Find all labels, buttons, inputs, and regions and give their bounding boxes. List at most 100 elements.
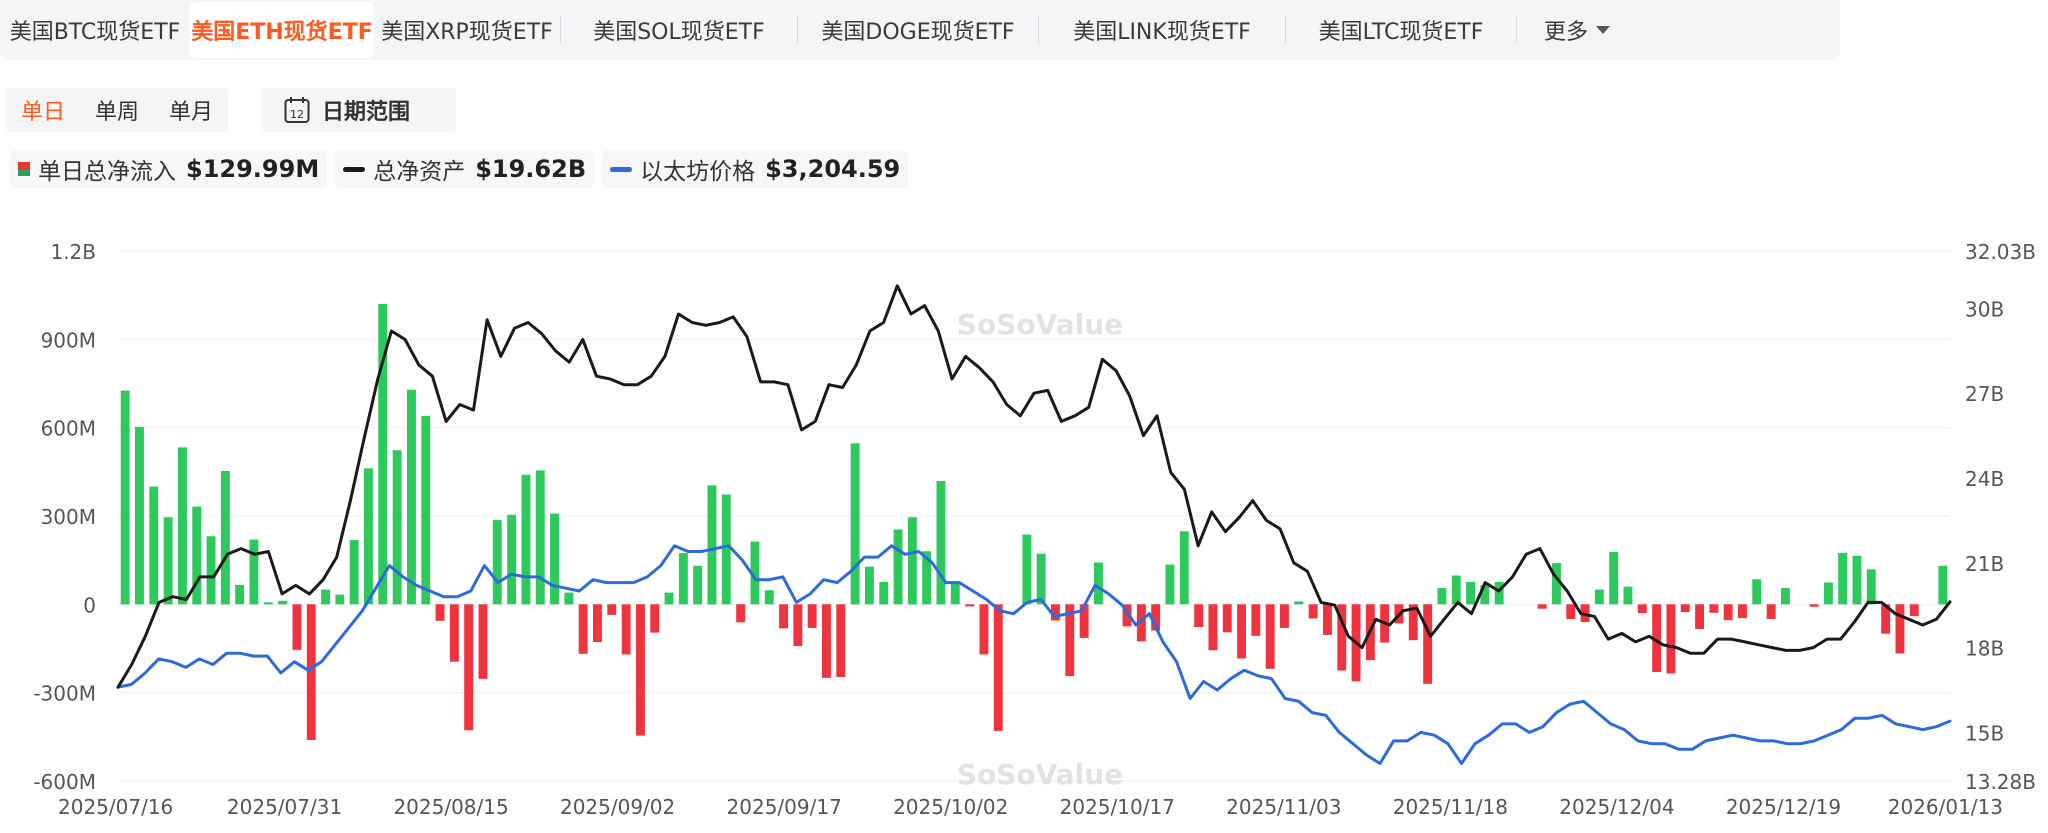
flow-bar	[1566, 604, 1576, 619]
flow-bar	[421, 415, 431, 605]
flow-bar	[1709, 604, 1719, 613]
period-weekly[interactable]: 单周	[95, 100, 140, 125]
flow-bar	[435, 604, 445, 621]
y-right-tick-label: 30B	[1965, 297, 2004, 321]
y-right-tick-label: 27B	[1965, 382, 2004, 406]
flow-bar	[1809, 604, 1819, 607]
line-legend-swatch	[343, 166, 366, 172]
flow-bar	[1065, 604, 1075, 677]
tab-sol-etf[interactable]: 美国SOL现货ETF	[593, 20, 765, 45]
y-right-tick-label: 32.03B	[1965, 240, 2036, 264]
flow-bar	[1881, 604, 1891, 634]
flow-bar	[1680, 604, 1690, 612]
flow-bar	[1480, 585, 1490, 605]
flow-bar	[135, 427, 144, 605]
flow-bar	[1637, 604, 1647, 614]
tab-btc-etf[interactable]: 美国BTC现货ETF	[9, 20, 181, 45]
flow-bar	[364, 468, 373, 605]
x-tick-label: 2025/12/19	[1726, 795, 1841, 819]
flow-bar	[1752, 579, 1762, 605]
flow-bar	[1437, 588, 1447, 605]
flow-bar	[120, 390, 130, 605]
tab-divider	[797, 16, 798, 44]
flow-bar	[1609, 551, 1619, 605]
flow-bar	[1079, 604, 1089, 638]
flow-bar	[1909, 604, 1919, 617]
flow-bar	[1036, 553, 1046, 605]
tab-divider	[1038, 16, 1039, 44]
flow-bar	[1723, 604, 1733, 621]
flow-bar	[1208, 604, 1218, 651]
flow-bar	[707, 485, 717, 605]
more-label: 更多	[1543, 20, 1588, 45]
flow-bar	[1237, 604, 1246, 659]
flow-bar	[1938, 565, 1948, 605]
period-monthly[interactable]: 单月	[169, 100, 214, 125]
flow-bar	[521, 474, 531, 605]
flow-bar	[893, 529, 903, 605]
y-right-tick-label: 15B	[1965, 721, 2004, 745]
flow-bar	[678, 553, 688, 605]
flow-bar	[636, 604, 645, 736]
flow-bar	[478, 604, 488, 679]
axis-labels: 1.2B 900M 600M 300M 0 -300M -600M 32.03B 30B 27B 2…	[33, 240, 2036, 819]
flow-bar	[621, 604, 631, 655]
legend-value: $19.62B	[475, 155, 587, 183]
flow-bar	[1022, 534, 1032, 605]
flow-bar	[335, 594, 345, 605]
flow-bar	[1194, 604, 1204, 627]
tab-doge-etf[interactable]: 美国DOGE现货ETF	[821, 20, 1015, 45]
flow-bar	[1165, 564, 1175, 605]
flow-bar	[1652, 604, 1662, 672]
flow-bar	[449, 604, 459, 662]
flow-bar	[807, 604, 817, 628]
flow-bar	[850, 443, 860, 605]
flow-bar	[1594, 589, 1604, 605]
x-tick-label: 2025/08/15	[393, 795, 508, 819]
flow-bar	[1423, 604, 1433, 684]
flow-bar	[1323, 604, 1332, 635]
flow-bar	[407, 389, 416, 605]
flow-bar	[492, 520, 502, 605]
flow-bar	[206, 536, 216, 605]
tab-eth-etf[interactable]: 美国ETH现货ETF	[190, 2, 374, 58]
chevron-down-icon	[1596, 26, 1610, 34]
series-lines	[116, 284, 1952, 765]
legend-value: $3,204.59	[765, 155, 901, 183]
y-left-tick-label: 300M	[41, 505, 96, 529]
flow-bar	[593, 604, 602, 642]
legend-eth-price[interactable]: 以太坊价格 $3,204.59	[602, 150, 909, 188]
etf-flow-chart[interactable]: SoSoValue SoSoValue 1.2B 900M 600M 300M 0 -30…	[0, 222, 2048, 833]
flow-bar	[1623, 586, 1633, 605]
flow-bar	[779, 604, 788, 629]
flow-bar	[1265, 604, 1275, 669]
flow-bar	[764, 590, 774, 605]
legend-daily-inflow[interactable]: 单日总净流入 $129.99M	[10, 150, 328, 188]
flow-bar	[950, 582, 960, 605]
flow-bar	[149, 486, 159, 605]
flow-bar	[1466, 582, 1475, 605]
flow-bar	[192, 506, 202, 605]
legend-name: 以太坊价格	[640, 159, 756, 185]
flow-bar	[1738, 604, 1747, 619]
tab-xrp-etf[interactable]: 美国XRP现货ETF	[381, 20, 553, 45]
period-daily[interactable]: 单日	[21, 100, 66, 125]
flow-bar	[993, 604, 1003, 731]
flow-bar	[836, 604, 846, 677]
flow-bar	[693, 565, 703, 605]
flow-bar	[607, 604, 617, 615]
legend-total-net-assets[interactable]: 总净资产 $19.62B	[335, 150, 595, 188]
tab-link-etf[interactable]: 美国LINK现货ETF	[1073, 20, 1251, 45]
flow-bar	[736, 604, 746, 623]
flow-bar	[1122, 604, 1132, 627]
date-range-button[interactable]: 12 日期范围	[262, 88, 456, 132]
total-net-assets-line	[116, 284, 1952, 689]
watermark-text: SoSoValue	[957, 758, 1123, 791]
flow-bar	[220, 471, 230, 605]
more-tabs-dropdown[interactable]: 更多	[1517, 2, 1637, 58]
period-selector: 单日 单周 单月	[6, 88, 229, 132]
tab-ltc-etf[interactable]: 美国LTC现货ETF	[1318, 20, 1484, 45]
flow-bar	[650, 604, 660, 633]
etf-tab-bar: 美国BTC现货ETF 美国ETH现货ETF 美国XRP现货ETF 美国SOL现货…	[0, 0, 1840, 60]
y-left-tick-label: 0	[83, 593, 96, 617]
